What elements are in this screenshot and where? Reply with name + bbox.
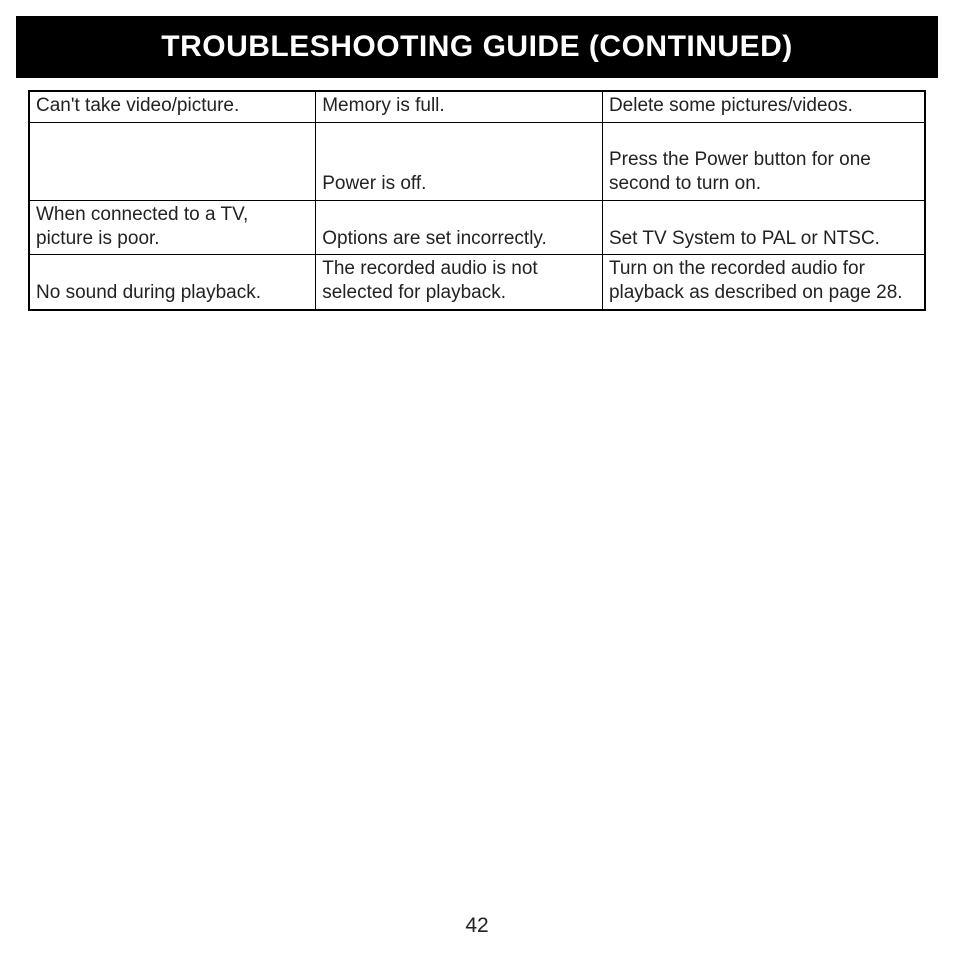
symptom-cell: Can't take video/picture.: [29, 91, 316, 122]
solution-cell: Turn on the recorded audio for playback …: [602, 255, 925, 310]
solution-cell: Delete some pictures/videos.: [602, 91, 925, 122]
page-header: TROUBLESHOOTING GUIDE (CONTINUED): [16, 16, 938, 78]
cause-cell: Memory is full.: [316, 91, 603, 122]
table-row: When connected to a TV, picture is poor.…: [29, 200, 925, 255]
cause-cell: The recorded audio is not selected for p…: [316, 255, 603, 310]
page-number: 42: [0, 914, 954, 938]
cause-cell: Options are set incorrectly.: [316, 200, 603, 255]
solution-cell: Set TV System to PAL or NTSC.: [602, 200, 925, 255]
symptom-cell: [29, 122, 316, 200]
symptom-cell: When connected to a TV, picture is poor.: [29, 200, 316, 255]
table-row: Can't take video/picture. Memory is full…: [29, 91, 925, 122]
troubleshooting-table-container: Can't take video/picture. Memory is full…: [28, 90, 926, 311]
page-title: TROUBLESHOOTING GUIDE (CONTINUED): [161, 30, 793, 63]
table-row: No sound during playback. The recorded a…: [29, 255, 925, 310]
table-row: Power is off. Press the Power button for…: [29, 122, 925, 200]
cause-cell: Power is off.: [316, 122, 603, 200]
solution-cell: Press the Power button for one second to…: [602, 122, 925, 200]
symptom-cell: No sound during playback.: [29, 255, 316, 310]
troubleshooting-table: Can't take video/picture. Memory is full…: [28, 90, 926, 311]
